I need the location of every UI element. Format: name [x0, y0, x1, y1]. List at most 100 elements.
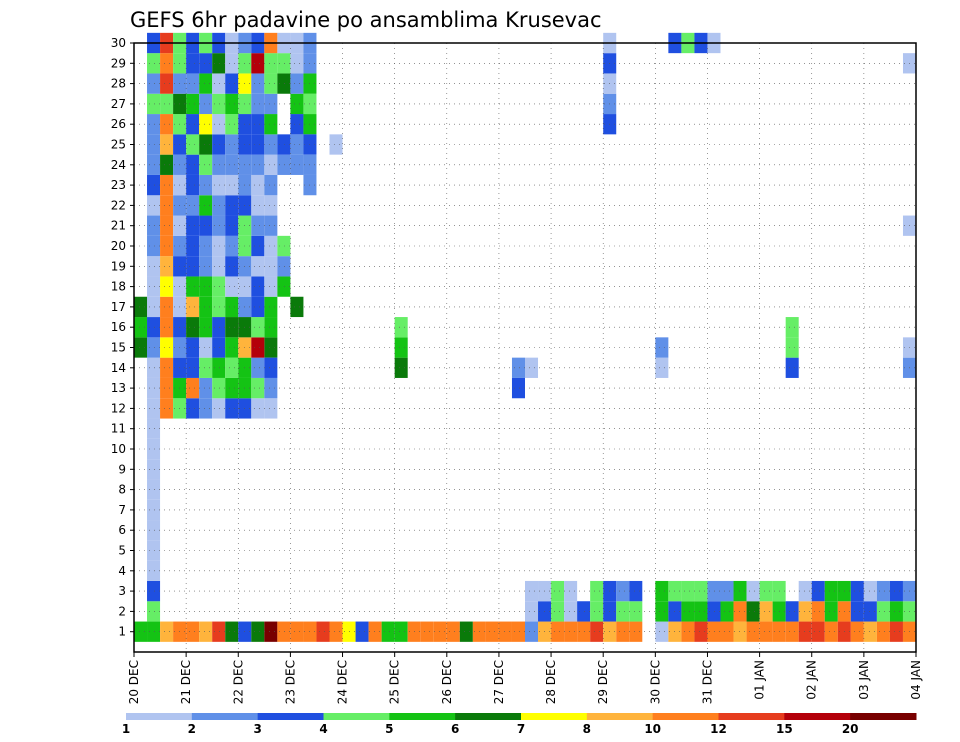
- heatmap-cell: [147, 114, 161, 135]
- heatmap-cell: [160, 93, 174, 115]
- heatmap-cell: [251, 195, 265, 216]
- heatmap-cell: [863, 601, 877, 622]
- heatmap-cell: [147, 418, 161, 439]
- heatmap-cell: [199, 357, 213, 378]
- heatmap-cell: [251, 398, 265, 419]
- heatmap-cell: [186, 134, 200, 155]
- colorbar-swatch: [652, 713, 719, 720]
- heatmap-cell: [212, 195, 226, 216]
- y-tick-label: 27: [111, 97, 126, 111]
- heatmap-cell: [564, 580, 578, 602]
- x-tick-label: 28 DEC: [544, 660, 558, 704]
- x-tick-label: 04 JAN: [909, 660, 923, 700]
- heatmap-cell: [264, 53, 278, 74]
- y-tick-label: 4: [118, 564, 126, 578]
- heatmap-cell: [212, 235, 226, 257]
- heatmap-cell: [199, 174, 213, 196]
- heatmap-cell: [186, 377, 200, 399]
- heatmap-cell: [525, 357, 539, 378]
- heatmap-cell: [160, 174, 174, 196]
- heatmap-cell: [485, 621, 499, 642]
- y-tick-label: 16: [111, 320, 126, 334]
- heatmap-cell: [212, 53, 226, 74]
- x-tick-label: 25 DEC: [388, 660, 402, 704]
- y-tick-label: 13: [111, 381, 126, 395]
- heatmap-cell: [759, 621, 773, 642]
- colorbar-swatch: [718, 713, 785, 720]
- heatmap-cell: [394, 621, 408, 642]
- heatmap-cell: [147, 398, 161, 419]
- colorbar-swatch: [323, 713, 390, 720]
- heatmap-cell: [225, 377, 239, 399]
- heatmap-cell: [446, 621, 460, 642]
- heatmap-cell: [694, 601, 708, 622]
- heatmap-cell: [420, 621, 434, 642]
- heatmap-cell: [199, 235, 213, 257]
- heatmap-cell: [525, 621, 539, 642]
- colorbar-label: 5: [385, 722, 393, 736]
- heatmap-cell: [264, 256, 278, 277]
- y-axis-ticks: 1234567891011121314151617181920212223242…: [111, 36, 134, 639]
- colorbar-label: 20: [842, 722, 859, 736]
- heatmap-cell: [186, 621, 200, 642]
- heatmap-cell: [733, 601, 747, 622]
- heatmap-cell: [147, 499, 161, 521]
- heatmap-cell: [251, 114, 265, 135]
- heatmap-cell: [759, 601, 773, 622]
- heatmap-cell: [681, 621, 695, 642]
- heatmap-cell: [199, 398, 213, 419]
- colorbar-label: 8: [583, 722, 591, 736]
- heatmap-cell: [629, 601, 643, 622]
- colorbar: 1 2 3 4 5 6 7 8 10 12 15 20: [122, 713, 917, 736]
- heatmap-cell: [212, 377, 226, 399]
- y-tick-label: 3: [118, 584, 126, 598]
- heatmap-cell: [160, 276, 174, 297]
- y-tick-label: 9: [118, 462, 126, 476]
- heatmap-cell: [212, 256, 226, 277]
- heatmap-cell: [147, 601, 161, 622]
- heatmap-cell: [277, 276, 291, 297]
- heatmap-cell: [498, 621, 512, 642]
- heatmap-cell: [225, 195, 239, 216]
- heatmap-cell: [186, 235, 200, 257]
- heatmap-cell: [277, 621, 291, 642]
- heatmap-cell: [147, 580, 161, 602]
- heatmap-cell: [863, 621, 877, 642]
- heatmap-cell: [720, 601, 734, 622]
- heatmap-cell: [616, 621, 630, 642]
- heatmap-cell: [147, 357, 161, 378]
- heatmap-cell: [160, 114, 174, 135]
- heatmap-cell: [147, 520, 161, 541]
- heatmap-cell: [264, 296, 278, 318]
- heatmap-cell: [811, 580, 825, 602]
- heatmap-cell: [225, 317, 239, 338]
- heatmap-cell: [811, 601, 825, 622]
- y-tick-label: 18: [111, 280, 126, 294]
- heatmap-cell: [186, 256, 200, 277]
- heatmap-cell: [160, 317, 174, 338]
- heatmap-cell: [212, 296, 226, 318]
- y-tick-label: 20: [111, 239, 126, 253]
- heatmap-cell: [329, 134, 343, 155]
- y-tick-label: 29: [111, 56, 126, 70]
- y-tick-label: 7: [118, 503, 126, 517]
- heatmap-cell: [199, 53, 213, 74]
- heatmap-cell: [251, 215, 265, 236]
- heatmap-cell: [147, 621, 161, 642]
- y-tick-label: 26: [111, 117, 126, 131]
- heatmap-cell: [199, 256, 213, 277]
- heatmap-cell: [564, 621, 578, 642]
- heatmap-cell: [876, 580, 890, 602]
- heatmap-cell: [199, 621, 213, 642]
- heatmap-cell: [251, 621, 265, 642]
- heatmap-cell: [785, 621, 799, 642]
- y-tick-label: 22: [111, 198, 126, 212]
- heatmap-cell: [251, 174, 265, 196]
- heatmap-cell: [551, 601, 565, 622]
- heatmap-cell: [733, 580, 747, 602]
- heatmap-cell: [889, 580, 903, 602]
- heatmap-cell: [199, 215, 213, 236]
- heatmap-cell: [798, 580, 812, 602]
- heatmap-cell: [199, 195, 213, 216]
- colorbar-swatch: [257, 713, 324, 720]
